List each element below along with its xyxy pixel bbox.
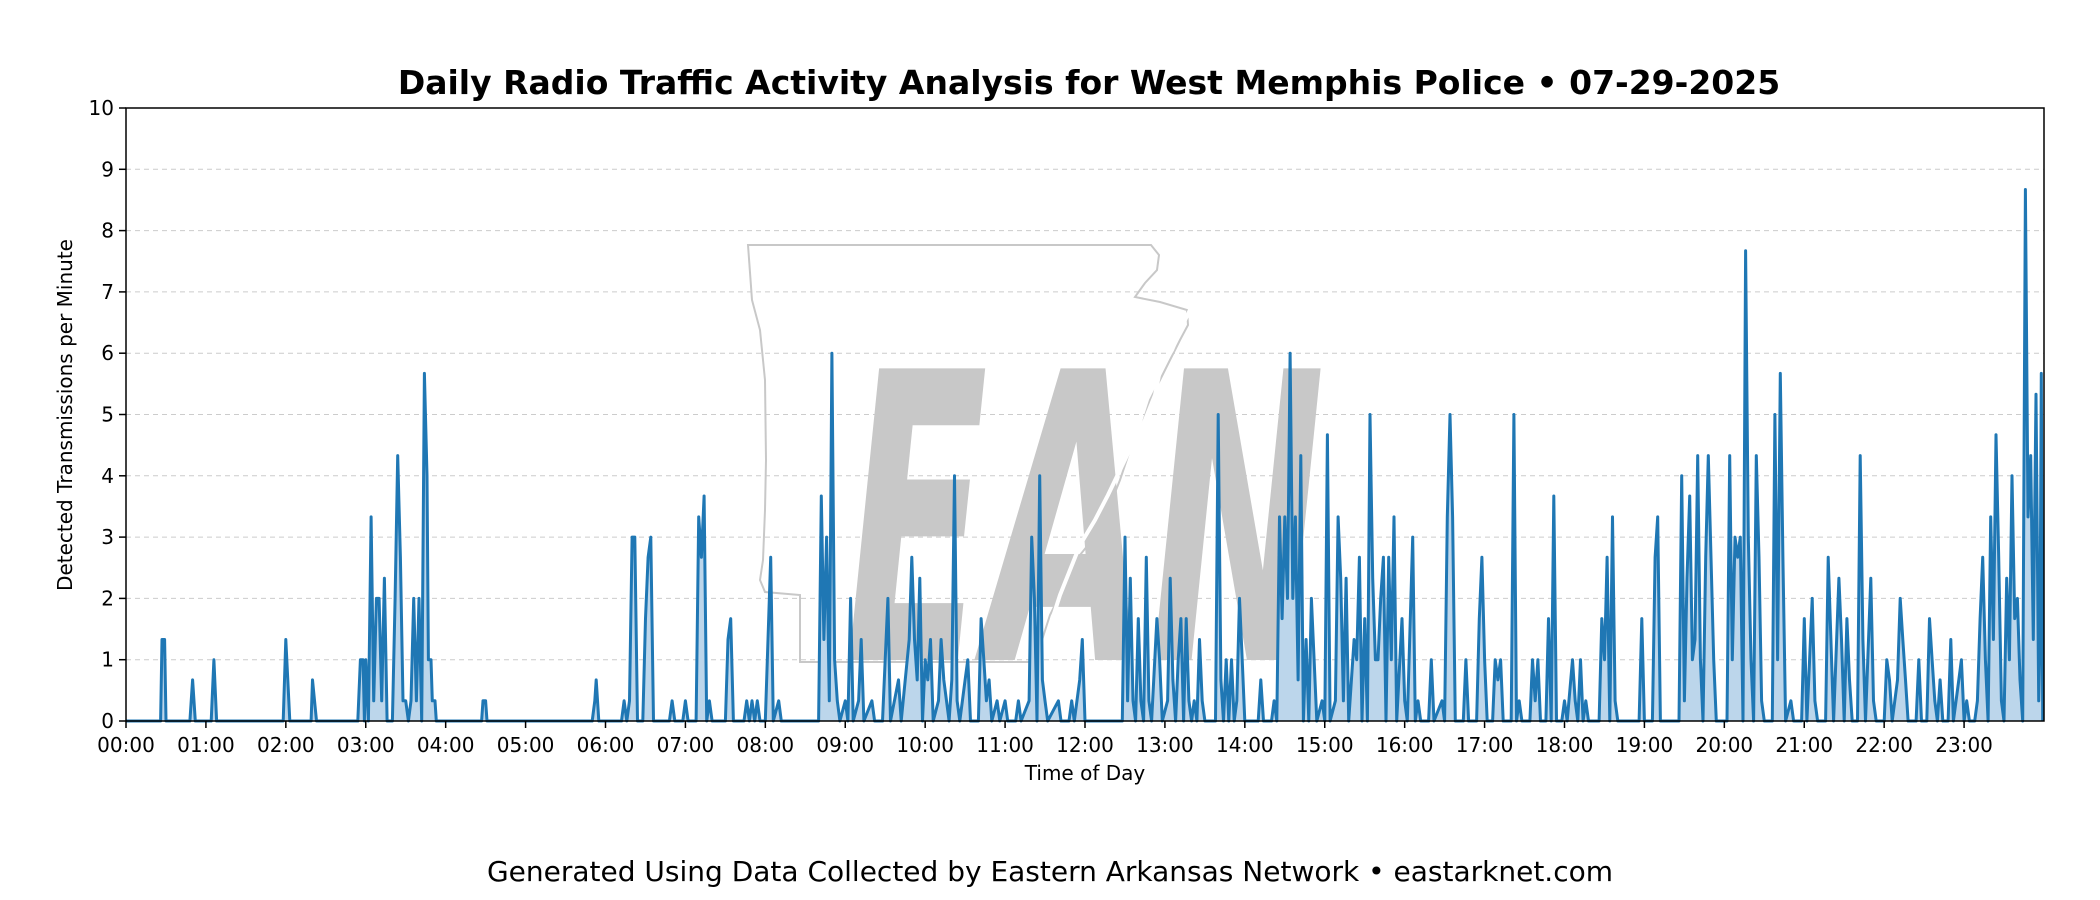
x-tick-label: 10:00 — [896, 733, 954, 757]
x-tick-label: 05:00 — [497, 733, 555, 757]
y-tick-label: 3 — [101, 525, 114, 549]
footer-credit: Generated Using Data Collected by Easter… — [486, 855, 1613, 888]
y-tick-label: 7 — [101, 280, 114, 304]
x-tick-label: 04:00 — [417, 733, 475, 757]
x-tick-label: 17:00 — [1456, 733, 1514, 757]
y-tick-label: 10 — [89, 96, 114, 120]
y-tick-label: 6 — [101, 341, 114, 365]
x-tick-label: 15:00 — [1296, 733, 1354, 757]
y-tick-label: 2 — [101, 586, 114, 610]
x-tick-label: 07:00 — [657, 733, 715, 757]
y-tick-label: 5 — [101, 403, 114, 427]
arkansas-outline — [746, 244, 1190, 663]
x-tick-label: 23:00 — [1935, 733, 1993, 757]
x-axis: 00:00 01:00 02:00 03:00 04:00 05:00 06:00 07:00… — [97, 721, 1993, 757]
y-tick-label: 4 — [101, 464, 114, 488]
grid-lines — [126, 168, 2044, 661]
y-tick-label: 1 — [101, 648, 114, 672]
mississippi-river — [1038, 309, 1192, 663]
x-tick-label: 00:00 — [97, 733, 155, 757]
x-tick-label: 22:00 — [1855, 733, 1913, 757]
y-tick-label: 9 — [101, 157, 114, 181]
x-tick-label: 19:00 — [1616, 733, 1674, 757]
y-axis-label: Detected Transmissions per Minute — [53, 239, 77, 591]
x-tick-label: 21:00 — [1775, 733, 1833, 757]
x-tick-label: 18:00 — [1536, 733, 1594, 757]
chart-title: Daily Radio Traffic Activity Analysis fo… — [398, 63, 1780, 102]
x-tick-label: 08:00 — [737, 733, 795, 757]
x-axis-label: Time of Day — [1024, 761, 1146, 785]
x-tick-label: 11:00 — [976, 733, 1034, 757]
x-tick-label: 20:00 — [1696, 733, 1754, 757]
y-tick-label: 8 — [101, 219, 114, 243]
x-tick-label: 01:00 — [177, 733, 235, 757]
y-tick-label: 0 — [101, 709, 114, 733]
x-tick-label: 09:00 — [816, 733, 874, 757]
x-tick-label: 02:00 — [257, 733, 315, 757]
y-axis: 0 1 2 3 4 5 6 7 8 9 10 — [89, 96, 126, 733]
x-tick-label: 06:00 — [577, 733, 635, 757]
x-tick-label: 16:00 — [1376, 733, 1434, 757]
x-tick-label: 14:00 — [1216, 733, 1274, 757]
x-tick-label: 13:00 — [1136, 733, 1194, 757]
x-tick-label: 12:00 — [1056, 733, 1114, 757]
x-tick-label: 03:00 — [337, 733, 395, 757]
